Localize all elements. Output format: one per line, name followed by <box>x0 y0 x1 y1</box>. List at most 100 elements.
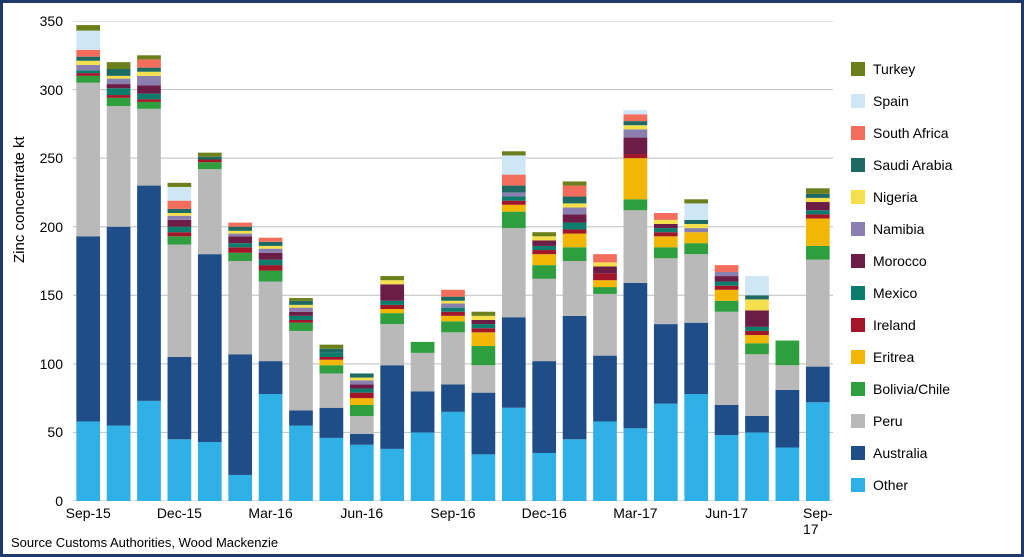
bar-segment <box>624 199 648 210</box>
bar-segment <box>259 394 283 501</box>
x-axis-labels: Sep-15Dec-15Mar-16Jun-16Sep-16Dec-16Mar-… <box>73 505 833 525</box>
legend-label: Morocco <box>873 253 927 269</box>
bar-segment <box>320 360 344 365</box>
bar-segment <box>350 393 374 398</box>
legend-label: Other <box>873 477 908 493</box>
legend-item: Other <box>851 469 1019 501</box>
legend-label: Mexico <box>873 285 917 301</box>
bar-segment <box>745 299 769 310</box>
bar-segment <box>380 284 404 300</box>
bar-segment <box>441 312 465 316</box>
bar-segment <box>259 361 283 394</box>
bar-segment <box>228 243 252 247</box>
bar-segment <box>684 394 708 501</box>
bar-segment <box>350 380 374 384</box>
bar-segment <box>107 98 131 106</box>
bar-segment <box>198 153 222 157</box>
bar-segment <box>441 297 465 301</box>
bar-segment <box>168 236 192 244</box>
bar-segment <box>228 234 252 237</box>
legend-label: Australia <box>873 445 927 461</box>
legend-item: Bolivia/Chile <box>851 373 1019 405</box>
bar-segment <box>350 434 374 445</box>
bar-segment <box>289 298 313 301</box>
bar-segment <box>350 445 374 501</box>
bar-segment <box>320 357 344 360</box>
y-tick-label: 300 <box>40 82 63 98</box>
bar-segment <box>441 321 465 332</box>
bar-segment <box>593 254 617 262</box>
x-tick-label: Mar-17 <box>613 505 657 521</box>
bar-segment <box>776 341 800 366</box>
bar-segment <box>532 250 556 254</box>
bar-segment <box>745 343 769 354</box>
bar-segment <box>411 391 435 432</box>
bar-segment <box>228 231 252 234</box>
bar-segment <box>259 242 283 246</box>
bar-segment <box>776 448 800 501</box>
bar-segment <box>441 412 465 501</box>
bar-segment <box>228 247 252 252</box>
bar-segment <box>654 224 678 228</box>
bar-segment <box>259 238 283 242</box>
bar-segment <box>624 114 648 121</box>
bar-segment <box>715 435 739 501</box>
bar-segment <box>745 416 769 432</box>
bar-segment <box>806 260 830 367</box>
bar-segment <box>76 57 100 61</box>
bar-segment <box>76 73 100 76</box>
legend-item: Peru <box>851 405 1019 437</box>
bar-segment <box>654 228 678 232</box>
bar-segment <box>593 266 617 273</box>
bar-segment <box>137 76 161 86</box>
bar-segment <box>654 404 678 501</box>
bar-segment <box>76 70 100 73</box>
bar-segment <box>472 320 496 324</box>
bar-segment <box>776 365 800 390</box>
bar-segment <box>563 203 587 207</box>
y-tick-label: 250 <box>40 150 63 166</box>
bar-segment <box>624 210 648 283</box>
chart-frame: Zinc concentrate kt 05010015020025030035… <box>0 0 1024 557</box>
bar-segment <box>532 236 556 240</box>
legend-label: Peru <box>873 413 903 429</box>
bar-segment <box>502 155 526 174</box>
bar-segment <box>168 232 192 236</box>
x-tick-label: Dec-15 <box>157 505 202 521</box>
bar-segment <box>715 290 739 301</box>
bar-segment <box>715 276 739 281</box>
bar-segment <box>806 198 830 202</box>
bar-segment <box>168 201 192 209</box>
legend-item: Ireland <box>851 309 1019 341</box>
bar-segment <box>593 287 617 294</box>
bar-segment <box>593 262 617 266</box>
bar-segment <box>380 324 404 365</box>
legend-item: Morocco <box>851 245 1019 277</box>
x-tick-label: Jun-17 <box>705 505 748 521</box>
bar-segment <box>107 426 131 501</box>
chart-svg <box>73 21 833 501</box>
bar-segment <box>472 312 496 316</box>
bar-segment <box>532 246 556 250</box>
bar-segment <box>502 201 526 205</box>
bar-segment <box>715 282 739 286</box>
legend-item: Saudi Arabia <box>851 149 1019 181</box>
bar-segment <box>198 254 222 442</box>
bar-segment <box>168 183 192 187</box>
bar-segment <box>745 354 769 416</box>
bar-segment <box>168 439 192 501</box>
bar-segment <box>441 308 465 312</box>
y-tick-label: 200 <box>40 219 63 235</box>
bar-segment <box>289 410 313 425</box>
bar-segment <box>715 301 739 312</box>
bar-segment <box>441 332 465 384</box>
bar-segment <box>168 227 192 232</box>
bar-segment <box>107 69 131 76</box>
bar-segment <box>198 162 222 169</box>
bar-segment <box>168 357 192 439</box>
bar-segment <box>228 261 252 354</box>
bar-segment <box>441 316 465 321</box>
bar-segment <box>137 99 161 102</box>
bar-segment <box>532 240 556 245</box>
bar-segment <box>563 214 587 222</box>
